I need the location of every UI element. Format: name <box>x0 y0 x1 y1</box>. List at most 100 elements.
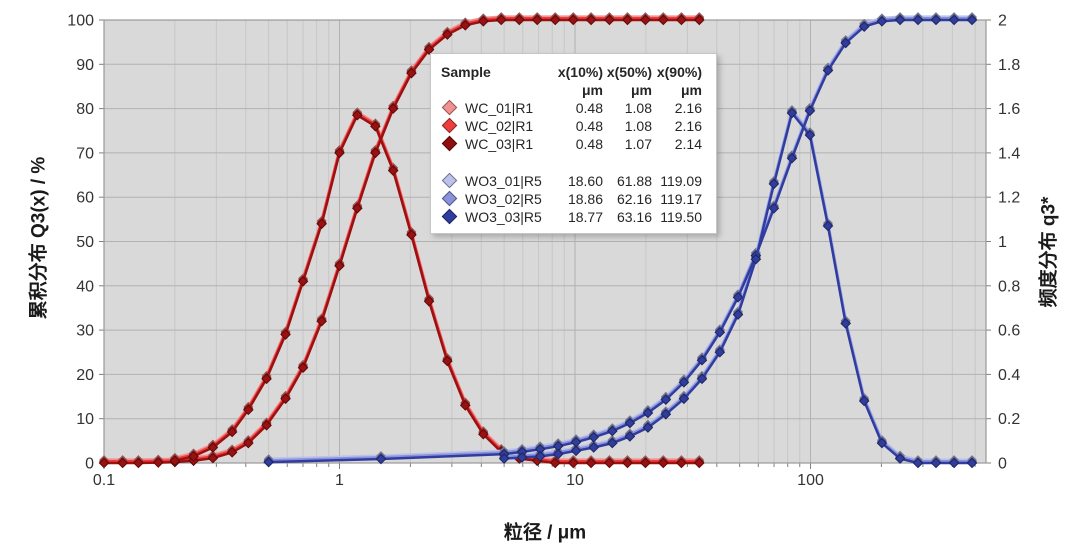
data-point-marker <box>207 442 219 453</box>
diamond-marker-icon <box>441 190 458 207</box>
data-point-marker <box>604 14 615 26</box>
y-right-tick-label: 1 <box>998 234 1007 251</box>
data-point-marker <box>334 260 345 272</box>
data-point-marker <box>442 355 453 367</box>
data-point-marker <box>693 457 705 469</box>
diamond-marker-icon <box>441 208 458 225</box>
data-point-marker <box>696 354 708 366</box>
legend-unit-um: μm <box>630 82 652 98</box>
x-tick-marks <box>103 463 976 469</box>
y-right-tick-label: 0 <box>998 456 1007 473</box>
data-point-marker <box>585 14 597 26</box>
y-left-tick-label: 40 <box>76 278 94 295</box>
data-point-marker <box>516 452 528 463</box>
x-tick-label: 1 <box>335 472 344 489</box>
sample-name: WC_02|R1 <box>465 118 534 134</box>
data-point-marker <box>607 425 618 437</box>
legend-unit-row: μm μm μm <box>441 81 704 99</box>
data-point-marker <box>226 426 238 438</box>
data-point-marker <box>657 14 669 26</box>
data-point-marker <box>243 404 254 416</box>
data-point-marker <box>804 129 816 141</box>
sample-x50: 62.16 <box>616 191 652 207</box>
data-point-marker <box>732 309 744 320</box>
legend-header-x90: x(90%) <box>656 64 702 80</box>
data-point-marker <box>495 14 507 26</box>
legend-swatch-cell <box>441 117 465 135</box>
data-point-marker <box>406 229 417 241</box>
data-point-marker <box>840 37 851 49</box>
data-point-marker <box>768 178 780 190</box>
legend-row: WO3_02|R5 18.86 62.16 119.17 <box>441 190 704 208</box>
sample-x90: 2.14 <box>674 136 702 152</box>
data-point-marker <box>423 44 435 55</box>
data-point-marker <box>459 400 471 411</box>
data-point-marker <box>642 407 654 419</box>
sample-name: WO3_01|R5 <box>465 173 542 189</box>
legend-unit-um: μm <box>581 82 603 98</box>
data-point-marker <box>117 457 128 469</box>
y-left-tick-label: 70 <box>76 145 94 162</box>
legend-spacer-row <box>441 153 704 172</box>
data-point-marker <box>768 202 780 214</box>
sample-name: WC_01|R1 <box>465 100 534 116</box>
data-point-marker <box>930 14 942 26</box>
data-point-marker <box>567 457 579 469</box>
data-point-marker <box>622 14 633 26</box>
sample-x50: 61.88 <box>616 173 652 189</box>
data-point-marker <box>588 431 599 443</box>
data-point-marker <box>624 431 636 442</box>
sample-x50: 1.08 <box>624 100 652 116</box>
data-point-marker <box>912 457 924 469</box>
y-left-axis-title: 累积分布 Q3(x) / % <box>28 156 50 320</box>
sample-x10: 0.48 <box>575 118 603 134</box>
series-WO3_03|R5-density <box>498 107 978 469</box>
legend-swatch-cell <box>441 172 465 190</box>
sample-x10: 18.86 <box>567 191 603 207</box>
data-point-marker <box>876 437 888 449</box>
legend-header-sample: Sample <box>441 64 491 80</box>
y-right-tick-label: 1.4 <box>998 145 1020 162</box>
data-point-marker <box>552 448 564 460</box>
sample-x10: 18.60 <box>567 173 603 189</box>
y-left-tick-label: 30 <box>76 323 94 340</box>
data-point-marker <box>822 65 834 76</box>
data-point-marker <box>640 14 651 26</box>
legend-unit-um: μm <box>680 82 702 98</box>
data-point-marker <box>930 457 942 469</box>
data-point-marker <box>912 14 924 26</box>
data-point-marker <box>786 152 798 164</box>
data-point-marker <box>570 445 582 457</box>
data-point-marker <box>316 218 327 230</box>
data-point-marker <box>604 457 615 469</box>
data-point-marker <box>370 121 381 132</box>
data-point-marker <box>406 67 417 79</box>
x-tick-label: 100 <box>797 472 824 489</box>
data-point-marker <box>894 453 906 464</box>
data-point-marker <box>459 20 471 31</box>
data-point-marker <box>188 451 199 462</box>
data-point-marker <box>261 420 272 431</box>
sample-name: WO3_03|R5 <box>465 209 542 225</box>
data-point-marker <box>640 457 651 469</box>
data-point-marker <box>714 327 726 338</box>
data-point-marker <box>678 377 690 388</box>
data-point-marker <box>375 453 387 465</box>
y-right-tick-label: 1.6 <box>998 101 1020 118</box>
sample-name: WC_03|R1 <box>465 136 534 152</box>
data-point-marker <box>678 393 690 405</box>
data-point-marker <box>676 457 687 469</box>
y-right-tick-label: 0.2 <box>998 411 1020 428</box>
legend-swatch-cell <box>441 208 465 226</box>
legend-row: WO3_01|R5 18.60 61.88 119.09 <box>441 172 704 190</box>
data-point-marker <box>169 455 181 467</box>
legend-header-x10: x(10%) <box>557 64 603 80</box>
legend-row: WC_03|R1 0.48 1.07 2.14 <box>441 135 704 153</box>
data-point-marker <box>657 457 669 469</box>
data-point-marker <box>676 14 687 26</box>
data-point-marker <box>622 457 633 469</box>
y-right-tick-label: 2 <box>998 13 1007 30</box>
data-point-marker <box>732 292 744 303</box>
diamond-marker-icon <box>441 117 458 134</box>
